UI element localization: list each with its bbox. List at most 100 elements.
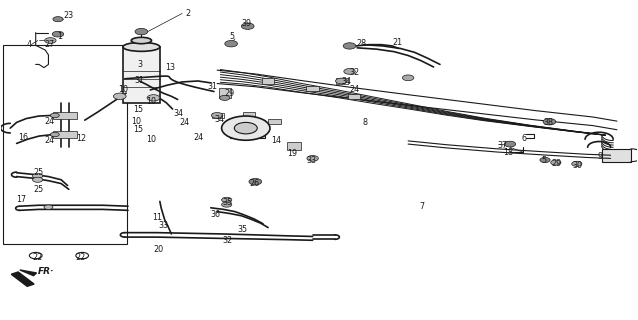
Circle shape xyxy=(307,156,318,161)
Text: 9: 9 xyxy=(598,152,603,161)
Text: 5: 5 xyxy=(542,156,547,164)
Text: 22: 22 xyxy=(33,253,43,262)
Circle shape xyxy=(343,43,356,49)
FancyArrow shape xyxy=(11,272,34,286)
Bar xyxy=(336,78,348,84)
Text: 1: 1 xyxy=(57,32,62,41)
Bar xyxy=(53,131,77,138)
Bar xyxy=(287,142,301,150)
Text: 25: 25 xyxy=(34,185,44,194)
Bar xyxy=(3,45,127,244)
Text: 35: 35 xyxy=(222,197,232,206)
Text: 11: 11 xyxy=(152,213,162,222)
Polygon shape xyxy=(20,270,36,276)
Text: 33: 33 xyxy=(159,221,168,230)
Text: 4: 4 xyxy=(26,40,31,49)
Circle shape xyxy=(504,141,516,147)
Bar xyxy=(53,112,77,119)
Circle shape xyxy=(234,123,257,134)
Text: 27: 27 xyxy=(44,40,54,49)
Circle shape xyxy=(33,177,43,182)
Ellipse shape xyxy=(131,37,152,44)
Text: 15: 15 xyxy=(133,105,144,114)
Text: 36: 36 xyxy=(211,210,221,219)
Circle shape xyxy=(249,179,262,185)
Text: 24: 24 xyxy=(44,136,54,145)
Text: 24: 24 xyxy=(193,133,203,142)
Circle shape xyxy=(543,119,556,125)
Text: 29: 29 xyxy=(225,89,235,98)
Circle shape xyxy=(225,41,237,47)
Text: 13: 13 xyxy=(165,63,175,72)
Bar xyxy=(306,86,319,91)
Text: 33: 33 xyxy=(306,156,316,165)
Text: 34: 34 xyxy=(214,115,224,124)
Text: 39: 39 xyxy=(241,19,251,28)
Text: 24: 24 xyxy=(179,118,189,127)
Circle shape xyxy=(52,31,64,37)
Text: 24: 24 xyxy=(350,85,360,94)
Circle shape xyxy=(221,197,232,202)
Text: 37: 37 xyxy=(497,141,507,150)
Circle shape xyxy=(44,205,53,209)
Text: 5: 5 xyxy=(230,32,235,41)
Circle shape xyxy=(50,113,59,118)
Text: 34: 34 xyxy=(174,109,184,118)
Text: 32: 32 xyxy=(350,68,360,77)
Text: 22: 22 xyxy=(76,253,86,262)
Text: 26: 26 xyxy=(249,180,259,188)
Text: 38: 38 xyxy=(543,118,553,127)
Text: 14: 14 xyxy=(271,136,281,145)
Text: 2: 2 xyxy=(185,9,190,18)
Bar xyxy=(230,120,265,138)
Text: 21: 21 xyxy=(392,38,403,47)
Text: FR·: FR· xyxy=(38,267,54,276)
Text: 23: 23 xyxy=(63,11,73,20)
Text: 31: 31 xyxy=(135,76,144,85)
Circle shape xyxy=(114,93,126,100)
Circle shape xyxy=(241,23,254,29)
Bar xyxy=(123,47,160,103)
Bar xyxy=(212,113,223,118)
Text: 10: 10 xyxy=(131,117,141,126)
Text: 35: 35 xyxy=(237,225,248,234)
Text: 31: 31 xyxy=(207,82,218,91)
Bar xyxy=(268,119,281,124)
Text: 28: 28 xyxy=(356,39,366,48)
Text: 32: 32 xyxy=(222,236,232,245)
Circle shape xyxy=(572,161,582,166)
Circle shape xyxy=(53,17,63,22)
Text: 3: 3 xyxy=(138,60,142,69)
Text: 29: 29 xyxy=(551,159,561,168)
Text: 34: 34 xyxy=(342,77,352,86)
Circle shape xyxy=(221,116,270,140)
Text: 12: 12 xyxy=(76,134,86,143)
Circle shape xyxy=(45,38,56,44)
Circle shape xyxy=(211,113,223,118)
Bar xyxy=(219,88,230,98)
Circle shape xyxy=(403,75,414,81)
Bar xyxy=(348,94,360,99)
Text: 7: 7 xyxy=(420,202,425,211)
Text: 25: 25 xyxy=(34,168,44,177)
Text: 24: 24 xyxy=(44,116,54,126)
Text: 30: 30 xyxy=(572,161,582,170)
Circle shape xyxy=(551,160,561,165)
Text: 15: 15 xyxy=(133,125,144,134)
Circle shape xyxy=(221,202,232,207)
Bar xyxy=(602,149,631,162)
Circle shape xyxy=(147,95,160,101)
Bar xyxy=(242,112,255,117)
Text: 19: 19 xyxy=(287,149,297,158)
Text: 18: 18 xyxy=(503,148,514,157)
Circle shape xyxy=(540,157,550,163)
Circle shape xyxy=(33,173,43,179)
Circle shape xyxy=(50,132,59,137)
Text: 10: 10 xyxy=(146,97,156,106)
Text: 16: 16 xyxy=(19,132,29,141)
Circle shape xyxy=(344,68,355,74)
Ellipse shape xyxy=(123,43,160,51)
Text: 8: 8 xyxy=(362,118,367,127)
Text: 17: 17 xyxy=(17,195,27,204)
Text: 10: 10 xyxy=(146,135,156,144)
